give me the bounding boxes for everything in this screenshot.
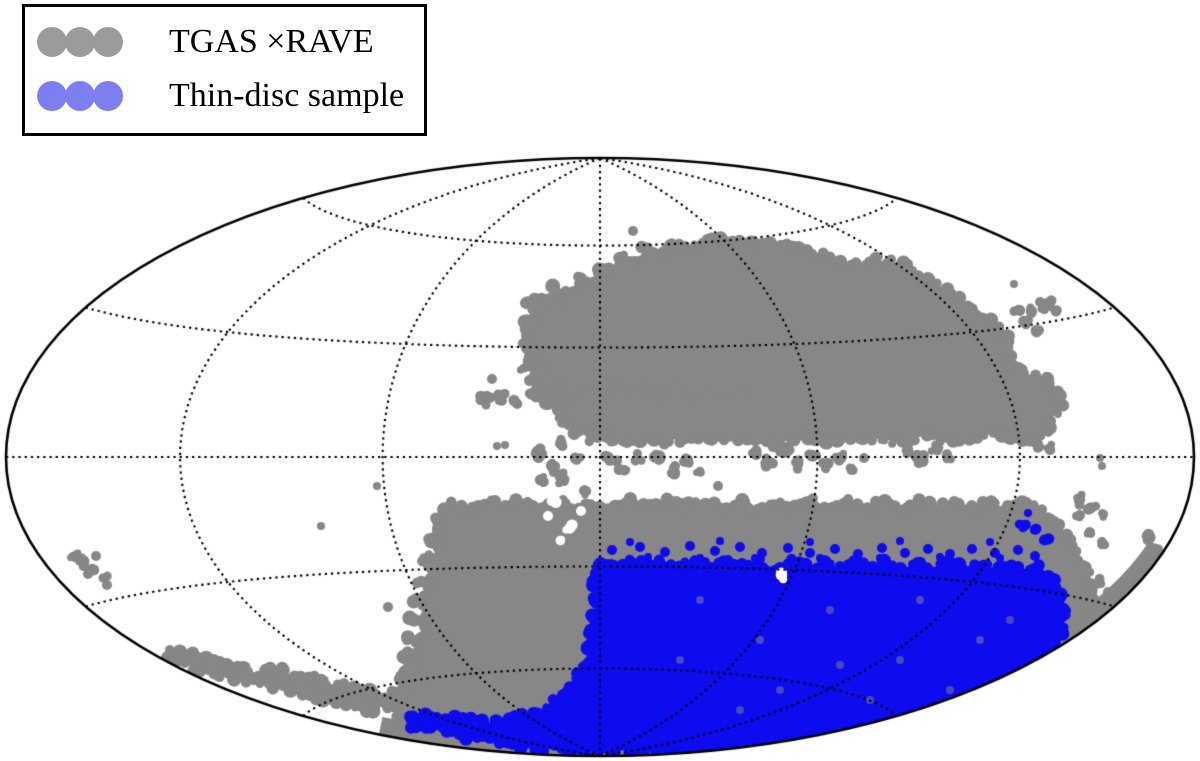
legend-swatch-dots-icon — [37, 27, 133, 57]
map-legend: TGAS ×RAVE Thin-disc sample — [22, 4, 428, 136]
legend-swatch-dots-icon — [37, 81, 133, 111]
legend-label-thin-disc: Thin-disc sample — [169, 77, 405, 114]
legend-item-thin-disc: Thin-disc sample — [37, 69, 404, 123]
scatter-dot-icon — [93, 27, 123, 57]
scatter-dot-icon — [65, 27, 95, 57]
legend-item-tgas-rave: TGAS ×RAVE — [37, 15, 404, 69]
scatter-dot-icon — [65, 81, 95, 111]
scatter-dot-icon — [93, 81, 123, 111]
scatter-dot-icon — [37, 27, 67, 57]
scatter-dot-icon — [37, 81, 67, 111]
legend-label-tgas-rave: TGAS ×RAVE — [169, 23, 374, 60]
